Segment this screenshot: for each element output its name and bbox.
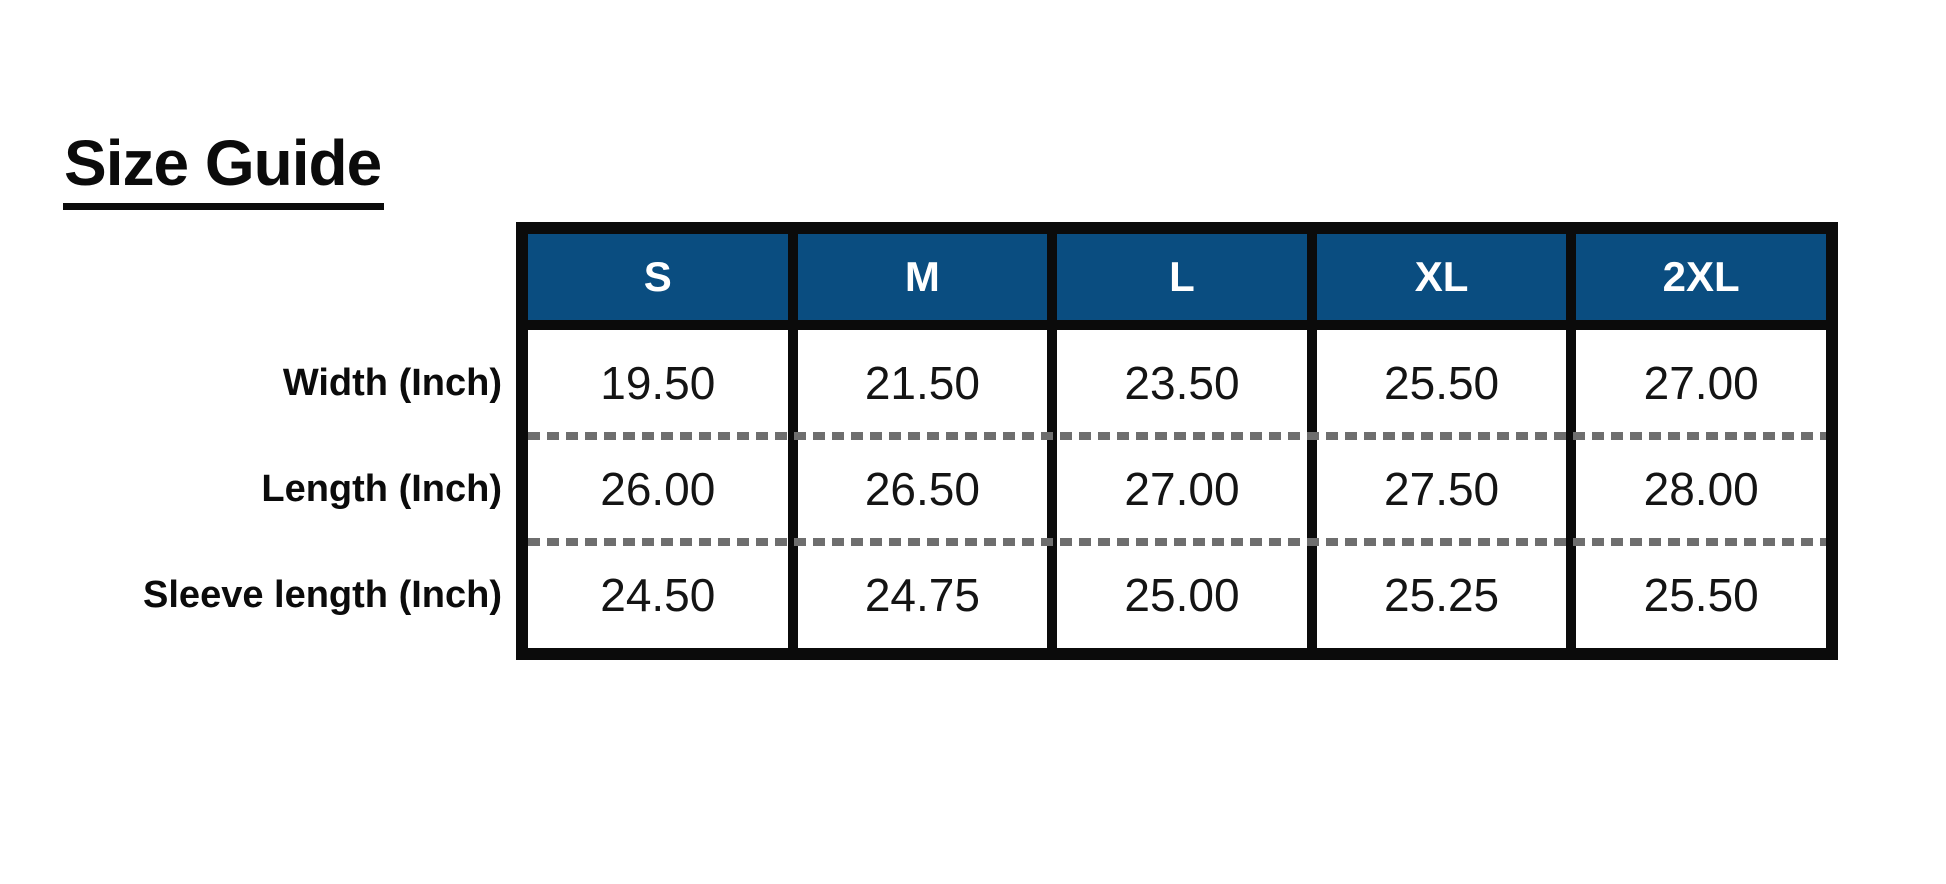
size-column-header-l: L bbox=[1047, 234, 1307, 330]
size-value-cell: 27.00 bbox=[1047, 436, 1307, 542]
size-value-cell: 21.50 bbox=[787, 330, 1048, 436]
size-value-cell: 26.50 bbox=[787, 436, 1048, 542]
dashed-row-divider bbox=[528, 432, 1826, 440]
row-label-width: Width (Inch) bbox=[282, 362, 502, 404]
size-column-header-2xl: 2XL bbox=[1566, 234, 1826, 330]
size-value-cell: 27.00 bbox=[1566, 330, 1826, 436]
size-column-header-m: M bbox=[787, 234, 1048, 330]
size-value-cell: 26.00 bbox=[528, 436, 788, 542]
dashed-row-divider bbox=[528, 538, 1826, 546]
size-value-cell: 28.00 bbox=[1566, 436, 1826, 542]
size-value-cell: 24.75 bbox=[787, 542, 1048, 648]
size-value-cell: 25.50 bbox=[1566, 542, 1826, 648]
row-label-length: Length (Inch) bbox=[261, 468, 502, 510]
size-column-header-xl: XL bbox=[1306, 234, 1567, 330]
size-value-cell: 19.50 bbox=[528, 330, 788, 436]
row-label-sleeve-length: Sleeve length (Inch) bbox=[143, 574, 502, 616]
size-value-cell: 25.00 bbox=[1047, 542, 1307, 648]
size-value-cell: 24.50 bbox=[528, 542, 788, 648]
size-value-cell: 25.25 bbox=[1306, 542, 1567, 648]
size-value-cell: 23.50 bbox=[1047, 330, 1307, 436]
size-value-cell: 27.50 bbox=[1306, 436, 1567, 542]
page-title: Size Guide bbox=[63, 126, 385, 210]
size-value-cell: 25.50 bbox=[1306, 330, 1567, 436]
size-guide-table: S M L XL 2XL 19.50 21.50 23.50 25.50 27.… bbox=[516, 222, 1838, 660]
size-column-header-s: S bbox=[528, 234, 788, 330]
